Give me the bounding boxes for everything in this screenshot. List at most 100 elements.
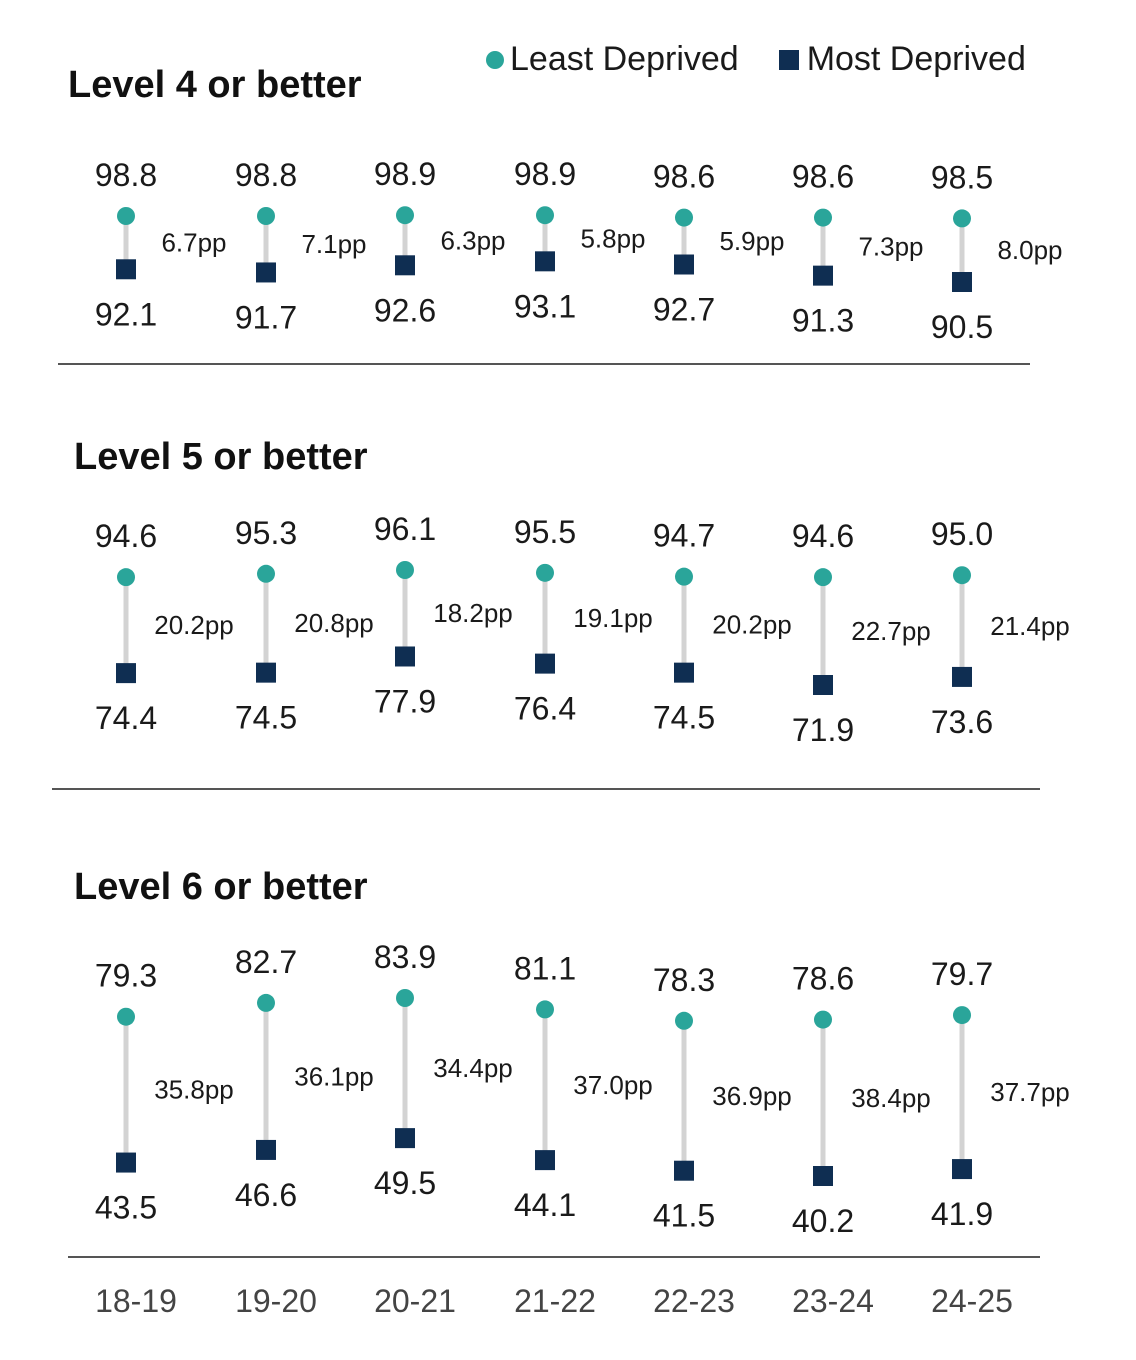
gap-label: 36.9pp [712, 1081, 792, 1111]
most-deprived-point [674, 1160, 694, 1181]
most-deprived-label: 91.7 [235, 299, 297, 335]
gap-label: 36.1pp [294, 1061, 374, 1091]
least-deprived-point [536, 206, 554, 225]
least-deprived-point [536, 563, 554, 582]
least-deprived-label: 98.8 [95, 157, 157, 193]
least-deprived-label: 83.9 [374, 939, 436, 975]
x-tick-label: 20-21 [374, 1283, 456, 1319]
least-deprived-label: 98.5 [931, 159, 993, 195]
least-deprived-label: 78.3 [653, 962, 715, 998]
least-deprived-point [953, 566, 971, 585]
most-deprived-label: 90.5 [931, 309, 993, 345]
least-deprived-point [117, 568, 135, 587]
least-deprived-label: 98.6 [653, 159, 715, 195]
least-deprived-point [814, 208, 832, 227]
most-deprived-label: 91.3 [792, 303, 854, 339]
least-deprived-label: 96.1 [374, 511, 436, 547]
least-deprived-point [953, 1006, 971, 1025]
most-deprived-point [116, 259, 136, 280]
least-deprived-point [953, 209, 971, 228]
legend-most-label: Most Deprived [806, 40, 1026, 78]
most-deprived-point [813, 675, 833, 695]
most-deprived-point [116, 663, 136, 684]
gap-label: 37.0pp [573, 1070, 653, 1100]
most-deprived-label: 43.5 [95, 1190, 157, 1226]
gap-label: 35.8pp [154, 1075, 234, 1105]
gap-label: 22.7pp [851, 616, 931, 646]
x-tick-label: 21-22 [514, 1283, 596, 1319]
legend-least: Least Deprived [486, 40, 739, 79]
least-deprived-point [396, 989, 414, 1007]
least-deprived-point [396, 561, 414, 579]
legend-least-marker [486, 50, 504, 69]
gap-label: 34.4pp [433, 1053, 513, 1083]
most-deprived-point [813, 265, 833, 286]
most-deprived-point [674, 254, 694, 275]
least-deprived-point [257, 207, 275, 225]
least-deprived-point [814, 1010, 832, 1029]
most-deprived-label: 74.5 [653, 700, 715, 736]
x-tick-label: 23-24 [792, 1283, 874, 1319]
most-deprived-label: 92.6 [374, 292, 436, 328]
most-deprived-point [535, 1150, 555, 1171]
least-deprived-label: 94.6 [792, 518, 854, 554]
most-deprived-label: 76.4 [514, 691, 576, 727]
gap-label: 18.2pp [433, 598, 513, 628]
least-deprived-label: 81.1 [514, 950, 576, 986]
most-deprived-point [395, 255, 415, 276]
panel-title-level4: Level 4 or better [68, 64, 362, 106]
least-deprived-label: 79.3 [95, 958, 157, 994]
most-deprived-point [535, 653, 555, 674]
most-deprived-label: 46.6 [235, 1177, 297, 1213]
least-deprived-label: 79.7 [931, 956, 993, 992]
least-deprived-label: 95.5 [514, 514, 576, 550]
legend-least-label: Least Deprived [510, 40, 739, 78]
least-deprived-label: 94.6 [95, 518, 157, 554]
least-deprived-label: 98.9 [374, 156, 436, 192]
most-deprived-label: 44.1 [514, 1187, 576, 1223]
least-deprived-point [536, 1000, 554, 1019]
most-deprived-point [116, 1152, 136, 1173]
most-deprived-point [395, 646, 415, 667]
most-deprived-point [256, 662, 276, 683]
most-deprived-label: 41.5 [653, 1198, 715, 1234]
most-deprived-label: 73.6 [931, 704, 993, 740]
most-deprived-point [535, 251, 555, 272]
most-deprived-label: 71.9 [792, 712, 854, 748]
least-deprived-point [396, 206, 414, 225]
least-deprived-point [675, 567, 693, 586]
most-deprived-point [256, 1139, 276, 1160]
x-tick-label: 24-25 [931, 1283, 1013, 1319]
most-deprived-label: 92.7 [653, 292, 715, 328]
least-deprived-point [257, 564, 275, 583]
gap-label: 5.8pp [580, 223, 645, 253]
least-deprived-label: 95.3 [235, 515, 297, 551]
most-deprived-label: 49.5 [374, 1165, 436, 1201]
gap-label: 7.3pp [858, 232, 923, 262]
gap-label: 6.7pp [161, 228, 226, 258]
most-deprived-label: 93.1 [514, 288, 576, 324]
most-deprived-label: 77.9 [374, 683, 436, 719]
most-deprived-label: 92.1 [95, 296, 157, 332]
least-deprived-point [814, 568, 832, 587]
gap-label: 5.9pp [719, 226, 784, 256]
least-deprived-point [257, 993, 275, 1012]
least-deprived-label: 94.7 [653, 518, 715, 554]
legend-most: Most Deprived [778, 40, 1026, 79]
x-tick-label: 19-20 [235, 1283, 317, 1319]
gap-label: 19.1pp [573, 603, 653, 633]
least-deprived-label: 82.7 [235, 944, 297, 980]
gap-label: 20.8pp [294, 608, 374, 638]
legend: Least Deprived Most Deprived [486, 40, 1066, 79]
gap-label: 37.7pp [990, 1077, 1070, 1107]
gap-label: 20.2pp [154, 610, 234, 640]
most-deprived-label: 40.2 [792, 1203, 854, 1239]
most-deprived-point [952, 666, 972, 687]
least-deprived-point [117, 1007, 135, 1026]
x-tick-label: 22-23 [653, 1283, 735, 1319]
panel-title-level5: Level 5 or better [74, 436, 368, 478]
gap-label: 20.2pp [712, 610, 792, 640]
least-deprived-label: 78.6 [792, 961, 854, 997]
least-deprived-point [117, 207, 135, 225]
